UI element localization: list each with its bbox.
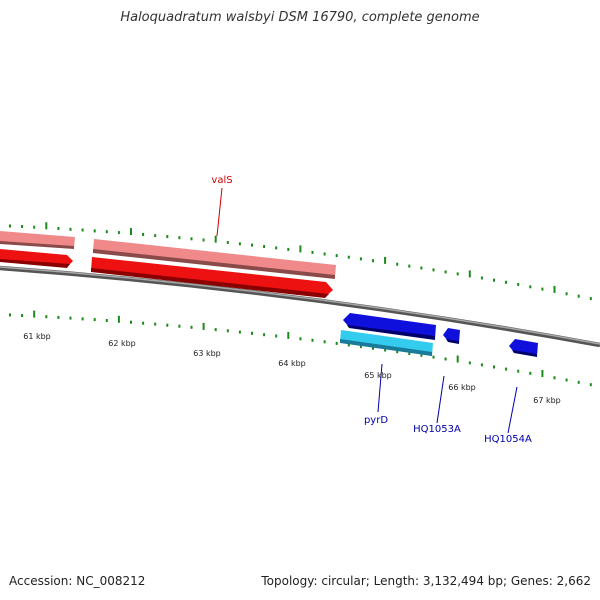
gene-label-HQ1054A: HQ1054A	[484, 434, 532, 445]
accession-label: Accession: NC_008212	[9, 574, 146, 588]
cds-arrow-pyrD-shade	[347, 325, 435, 340]
kbp-label-66: 66 kbp	[448, 383, 476, 392]
gene-bar-valS-shade	[93, 249, 335, 279]
leader-valS	[216, 187, 223, 237]
gene-label-HQ1053A: HQ1053A	[413, 424, 461, 435]
genome-summary: Topology: circular; Length: 3,132,494 bp…	[261, 574, 591, 588]
genome-backbone-highlight	[0, 266, 600, 345]
gene-label-pyrD: pyrD	[364, 415, 388, 426]
cds-arrow-valS	[91, 257, 333, 297]
kbp-label-61: 61 kbp	[23, 332, 51, 341]
gene-bar-forward-1-shade	[0, 241, 74, 249]
kbp-label-64: 64 kbp	[278, 359, 306, 368]
cds-arrow-forward-1-shade	[0, 259, 70, 268]
outer-tick-ring	[9, 222, 592, 301]
map-title: Haloquadratum walsbyi DSM 16790, complet…	[120, 10, 480, 25]
kbp-label-65: 65 kbp	[364, 371, 392, 380]
cds-arrow-pyrD	[343, 313, 436, 339]
kbp-label-67: 67 kbp	[533, 396, 561, 405]
gene-bar-valS	[93, 239, 336, 277]
gene-bar-pyrD-shade	[340, 339, 432, 356]
cds-arrow-HQ1054A-shade	[512, 350, 537, 357]
kbp-label-63: 63 kbp	[193, 349, 221, 358]
gene-label-valS: valS	[211, 175, 232, 186]
cds-arrow-HQ1053A-shade	[446, 339, 459, 344]
leader-HQ1054A	[507, 386, 518, 434]
leader-pyrD	[377, 363, 383, 413]
leader-HQ1053A	[436, 375, 445, 424]
kbp-label-62: 62 kbp	[108, 339, 136, 348]
genome-backbone	[0, 265, 600, 348]
inner-tick-ring	[9, 310, 592, 387]
cds-arrow-valS-shade	[91, 268, 329, 298]
